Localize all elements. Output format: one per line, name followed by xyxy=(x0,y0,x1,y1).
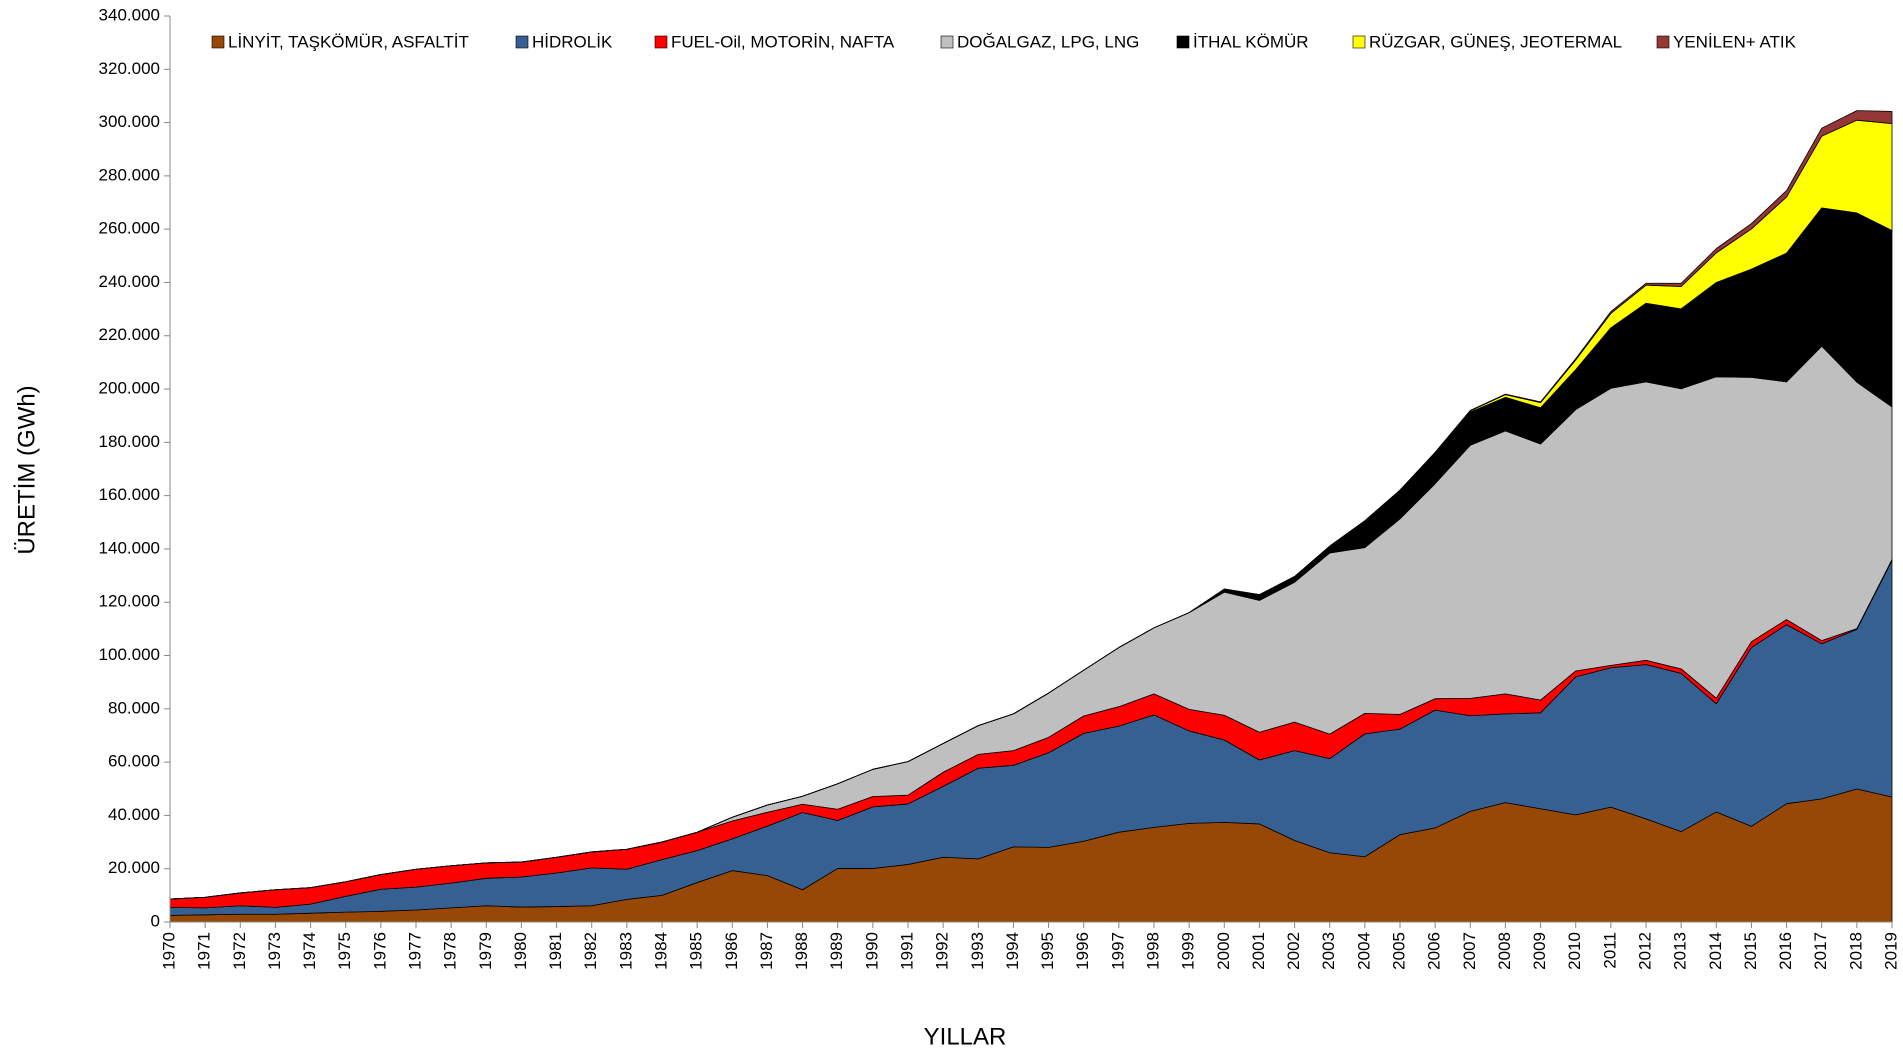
x-tick-label: 2001 xyxy=(1249,932,1268,970)
y-tick-label: 320.000 xyxy=(99,59,160,78)
legend-label: YENİLEN+ ATIK xyxy=(1673,32,1797,51)
legend-item: YENİLEN+ ATIK xyxy=(1656,32,1797,51)
x-tick-label: 1984 xyxy=(651,932,670,970)
x-tick-label: 2017 xyxy=(1811,932,1830,970)
legend-label: HİDROLİK xyxy=(532,32,613,51)
x-tick-label: 2005 xyxy=(1389,932,1408,970)
y-tick-label: 220.000 xyxy=(99,325,160,344)
legend-swatch xyxy=(654,35,668,49)
y-tick-label: 120.000 xyxy=(99,592,160,611)
area xyxy=(169,110,1893,900)
x-tick-label: 1982 xyxy=(581,932,600,970)
x-tick-label: 1995 xyxy=(1038,932,1057,970)
y-tick-label: 280.000 xyxy=(99,165,160,184)
legend-swatch xyxy=(940,35,954,49)
legend-label: LİNYİT, TAŞKÖMÜR, ASFALTİT xyxy=(228,32,469,51)
x-tick-label: 2010 xyxy=(1565,932,1584,970)
y-tick-label: 140.000 xyxy=(99,538,160,557)
x-tick-label: 1998 xyxy=(1143,932,1162,970)
x-tick-label: 1979 xyxy=(476,932,495,970)
x-tick-label: 1971 xyxy=(195,932,214,970)
x-tick-label: 1996 xyxy=(1073,932,1092,970)
x-tick-label: 1994 xyxy=(1003,932,1022,970)
y-axis-title: ÜRETİM (GWh) xyxy=(13,385,40,554)
x-axis-title: YILLAR xyxy=(924,1023,1007,1050)
legend-label: İTHAL KÖMÜR xyxy=(1193,32,1309,51)
x-tick-label: 1987 xyxy=(757,932,776,970)
legend-label: FUEL-Oil, MOTORİN, NAFTA xyxy=(671,32,895,51)
y-tick-label: 60.000 xyxy=(108,752,160,771)
legend-swatch xyxy=(1656,35,1670,49)
x-tick-label: 1983 xyxy=(616,932,635,970)
x-tick-label: 1985 xyxy=(687,932,706,970)
legend-item: İTHAL KÖMÜR xyxy=(1176,32,1309,51)
legend-item: FUEL-Oil, MOTORİN, NAFTA xyxy=(654,32,895,51)
x-tick-label: 2004 xyxy=(1354,932,1373,970)
x-tick-label: 2012 xyxy=(1635,932,1654,970)
legend-label: RÜZGAR, GÜNEŞ, JEOTERMAL xyxy=(1369,32,1622,51)
x-tick-label: 1986 xyxy=(722,932,741,970)
x-tick-label: 1990 xyxy=(862,932,881,970)
legend-swatch xyxy=(1352,35,1366,49)
x-tick-label: 1989 xyxy=(827,932,846,970)
legend-swatch xyxy=(211,35,225,49)
legend-item: LİNYİT, TAŞKÖMÜR, ASFALTİT xyxy=(211,32,469,51)
x-tick-label: 2002 xyxy=(1284,932,1303,970)
x-tick-label: 1980 xyxy=(511,932,530,970)
y-tick-label: 40.000 xyxy=(108,805,160,824)
x-tick-label: 1975 xyxy=(335,932,354,970)
y-tick-label: 300.000 xyxy=(99,112,160,131)
y-tick-label: 0 xyxy=(151,911,160,930)
x-tick-label: 2008 xyxy=(1495,932,1514,970)
y-tick-label: 200.000 xyxy=(99,379,160,398)
legend-item: DOĞALGAZ, LPG, LNG xyxy=(940,32,1139,51)
x-tick-label: 1991 xyxy=(897,932,916,970)
y-tick-label: 180.000 xyxy=(99,432,160,451)
legend-label: DOĞALGAZ, LPG, LNG xyxy=(957,32,1139,51)
x-tick-label: 2011 xyxy=(1600,932,1619,969)
x-tick-label: 1977 xyxy=(405,932,424,970)
x-tick-label: 2006 xyxy=(1425,932,1444,970)
x-tick-label: 1974 xyxy=(300,932,319,970)
x-tick-label: 2003 xyxy=(1319,932,1338,970)
x-tick-label: 1981 xyxy=(546,932,565,970)
x-tick-label: 1993 xyxy=(968,932,987,970)
x-tick-label: 2018 xyxy=(1846,932,1865,970)
legend-item: RÜZGAR, GÜNEŞ, JEOTERMAL xyxy=(1352,32,1622,51)
x-tick-label: 2014 xyxy=(1706,932,1725,970)
x-tick-label: 2019 xyxy=(1881,932,1900,970)
x-tick-label: 1970 xyxy=(159,932,178,970)
x-tick-label: 1999 xyxy=(1179,932,1198,970)
x-tick-label: 2007 xyxy=(1460,932,1479,970)
legend-swatch xyxy=(1176,35,1190,49)
x-tick-label: 1972 xyxy=(230,932,249,970)
x-tick-label: 2016 xyxy=(1776,932,1795,970)
x-tick-label: 1978 xyxy=(441,932,460,970)
y-tick-label: 240.000 xyxy=(99,272,160,291)
y-tick-label: 20.000 xyxy=(108,858,160,877)
x-tick-label: 1976 xyxy=(370,932,389,970)
y-tick-label: 100.000 xyxy=(99,645,160,664)
y-tick-label: 160.000 xyxy=(99,485,160,504)
x-tick-label: 2000 xyxy=(1214,932,1233,970)
legend-item: HİDROLİK xyxy=(515,32,613,51)
y-tick-label: 260.000 xyxy=(99,219,160,238)
x-tick-label: 2009 xyxy=(1530,932,1549,970)
y-tick-label: 340.000 xyxy=(99,5,160,24)
x-tick-label: 1992 xyxy=(933,932,952,970)
x-tick-label: 2013 xyxy=(1671,932,1690,970)
x-tick-label: 1988 xyxy=(792,932,811,970)
legend-swatch xyxy=(515,35,529,49)
x-tick-label: 1973 xyxy=(265,932,284,970)
y-tick-label: 80.000 xyxy=(108,698,160,717)
x-tick-label: 1997 xyxy=(1108,932,1127,970)
x-tick-label: 2015 xyxy=(1741,932,1760,970)
